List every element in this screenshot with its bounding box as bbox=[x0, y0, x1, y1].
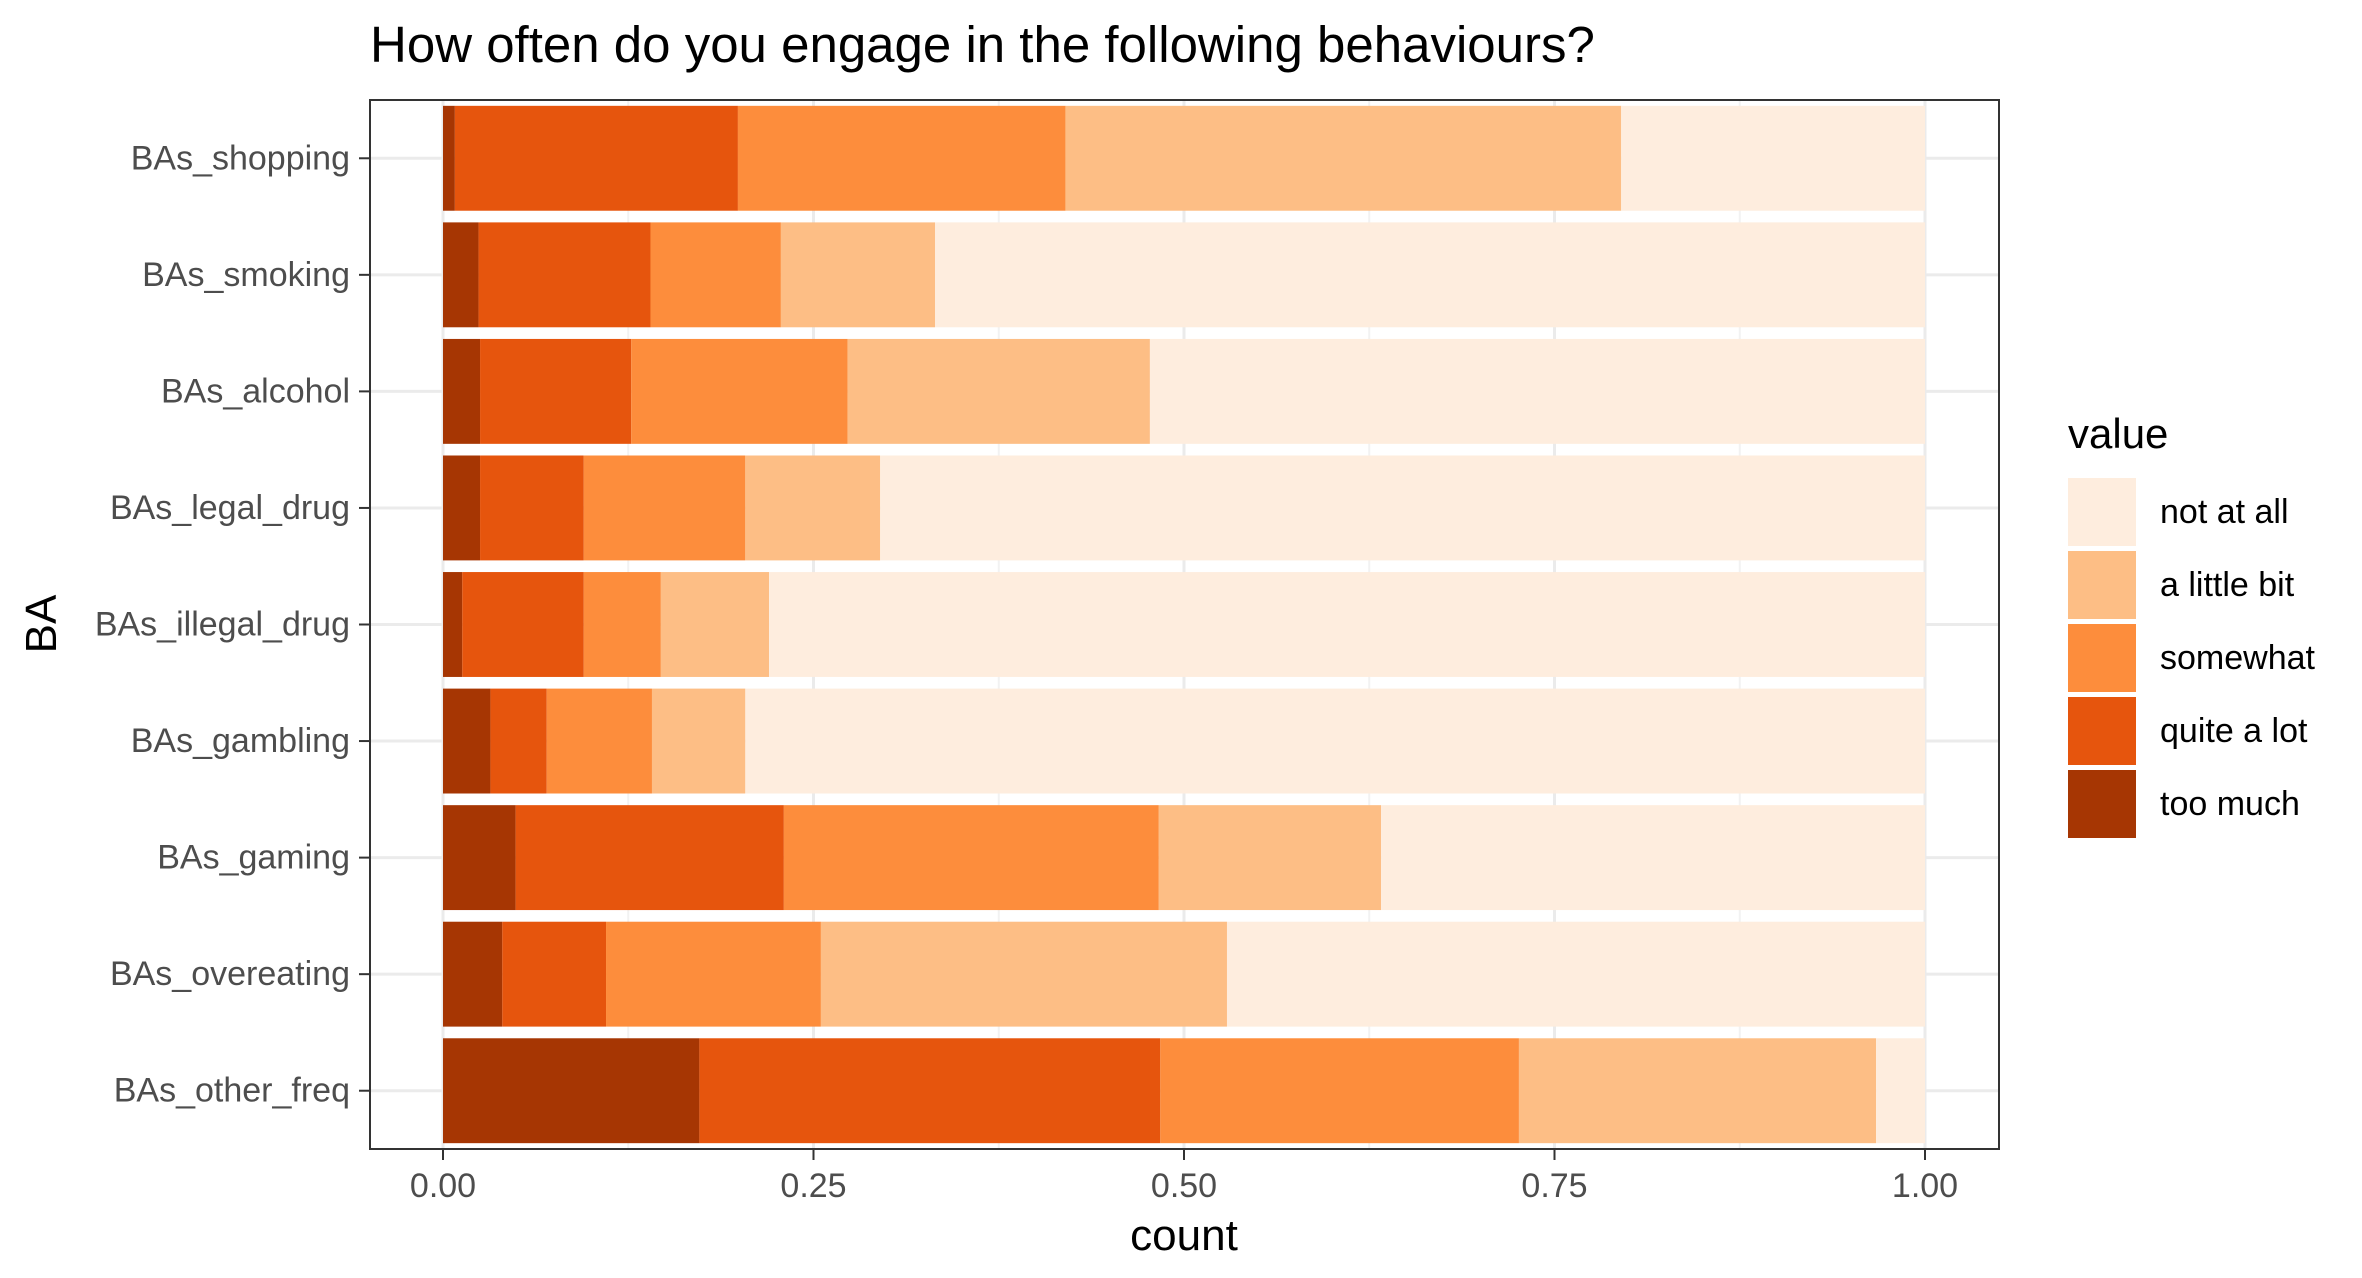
bar-segment bbox=[443, 688, 491, 794]
legend-label: a little bit bbox=[2160, 566, 2295, 604]
bar-segment bbox=[462, 572, 584, 677]
y-tick-label: BAs_gambling bbox=[131, 722, 350, 760]
x-tick-label: 0.50 bbox=[1151, 1167, 1217, 1205]
x-tick-label: 0.00 bbox=[410, 1167, 476, 1205]
bar-segment bbox=[935, 222, 1925, 328]
bar-segment bbox=[443, 805, 516, 911]
bar-segment bbox=[880, 455, 1926, 561]
bar-segment bbox=[454, 105, 738, 211]
legend-label: quite a lot bbox=[2160, 712, 2308, 750]
bar-segment bbox=[443, 1038, 700, 1144]
legend-label: not at all bbox=[2160, 493, 2289, 531]
legend-title: value bbox=[2068, 410, 2168, 457]
bar-segment bbox=[650, 222, 781, 328]
bar-segment bbox=[780, 222, 936, 328]
y-tick-label: BAs_alcohol bbox=[161, 372, 350, 410]
y-axis-title: BA bbox=[17, 594, 66, 653]
bar-segment bbox=[769, 572, 1925, 677]
bar-group bbox=[443, 338, 1925, 444]
bar-segment bbox=[443, 455, 481, 561]
y-tick-label: BAs_shopping bbox=[131, 139, 350, 177]
bar-segment bbox=[745, 455, 881, 561]
x-tick-label: 0.25 bbox=[780, 1167, 846, 1205]
legend-key bbox=[2068, 478, 2136, 546]
legend-label: too much bbox=[2160, 785, 2300, 823]
bar-segment bbox=[443, 105, 455, 211]
bar-segment bbox=[443, 222, 479, 328]
y-tick-label: BAs_overeating bbox=[110, 955, 350, 993]
y-tick-label: BAs_legal_drug bbox=[110, 489, 350, 527]
bar-segment bbox=[660, 572, 770, 677]
y-tick-label: BAs_illegal_drug bbox=[95, 606, 350, 644]
bar-segment bbox=[1518, 1038, 1877, 1144]
bar-segment bbox=[583, 572, 661, 677]
bar-group bbox=[443, 222, 1925, 328]
bar-segment bbox=[1158, 805, 1382, 911]
bar-segment bbox=[1149, 338, 1925, 444]
x-tick-label: 0.75 bbox=[1521, 1167, 1587, 1205]
bar-segment bbox=[478, 222, 651, 328]
legend-key bbox=[2068, 697, 2136, 765]
bar-segment bbox=[847, 338, 1150, 444]
bar-segment bbox=[631, 338, 848, 444]
bar-group bbox=[443, 805, 1925, 911]
axes: 0.00 0.25 0.50 0.75 1.00 BAs_shopping BAs_smok… bbox=[95, 139, 1958, 1205]
bar-segment bbox=[1226, 921, 1925, 1027]
bar-segment bbox=[515, 805, 784, 911]
bar-segment bbox=[1621, 105, 1925, 211]
bar-group bbox=[443, 1038, 1925, 1144]
legend-key bbox=[2068, 551, 2136, 619]
bar-segment bbox=[1876, 1038, 1925, 1144]
bar-segment bbox=[443, 338, 481, 444]
legend-key bbox=[2068, 770, 2136, 838]
bar-group bbox=[443, 921, 1925, 1027]
legend-label: somewhat bbox=[2160, 639, 2316, 677]
bar-segment bbox=[490, 688, 547, 794]
y-tick-label: BAs_other_freq bbox=[114, 1072, 350, 1110]
bar-segment bbox=[443, 921, 503, 1027]
bar-segment bbox=[820, 921, 1227, 1027]
bar-segment bbox=[737, 105, 1066, 211]
y-tick-label: BAs_smoking bbox=[142, 256, 350, 294]
bar-segment bbox=[651, 688, 746, 794]
bar-segment bbox=[745, 688, 1925, 794]
x-axis-title: count bbox=[1130, 1211, 1238, 1260]
bar-segment bbox=[480, 338, 632, 444]
chart-title: How often do you engage in the following… bbox=[370, 16, 1595, 73]
bar-segment bbox=[480, 455, 584, 561]
bar-group bbox=[443, 688, 1925, 794]
bar-segment bbox=[583, 455, 746, 561]
bar-segment bbox=[546, 688, 652, 794]
bar-group bbox=[443, 455, 1926, 561]
y-tick-label: BAs_gaming bbox=[157, 839, 350, 877]
bar-segment bbox=[699, 1038, 1161, 1144]
bar-segment bbox=[1065, 105, 1622, 211]
bar-group bbox=[443, 105, 1925, 211]
bar-segment bbox=[443, 572, 463, 677]
legend-key bbox=[2068, 624, 2136, 692]
bar-segment bbox=[783, 805, 1159, 911]
bar-segment bbox=[606, 921, 821, 1027]
bar-segment bbox=[502, 921, 607, 1027]
bar-segment bbox=[1160, 1038, 1519, 1144]
bar-group bbox=[443, 572, 1925, 677]
bars bbox=[443, 105, 1926, 1144]
bar-segment bbox=[1381, 805, 1925, 911]
legend: value not at all a little bit somewhat quit… bbox=[2068, 410, 2316, 838]
x-tick-label: 1.00 bbox=[1892, 1167, 1958, 1205]
